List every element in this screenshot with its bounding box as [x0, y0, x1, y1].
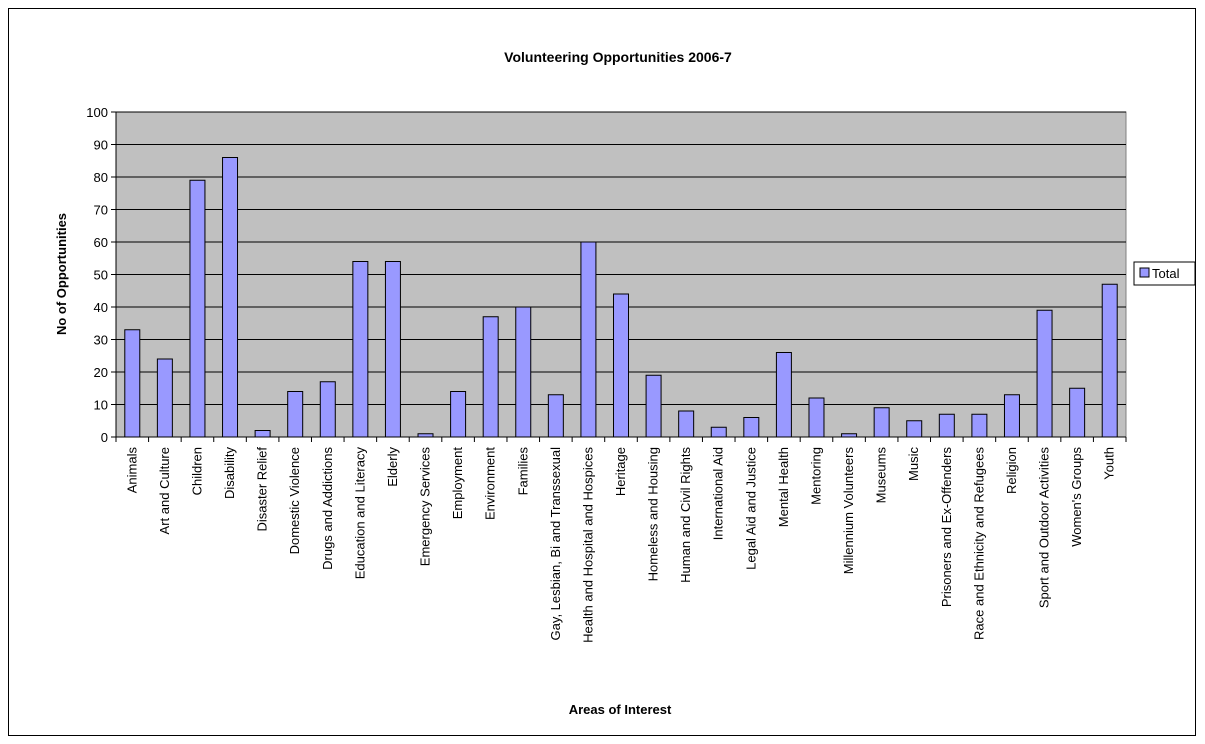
bar — [678, 410, 695, 438]
bar — [547, 394, 564, 438]
bar — [808, 397, 825, 438]
x-tick-label: Employment — [450, 447, 465, 520]
x-tick-label: Youth — [1102, 447, 1117, 480]
chart-title: Volunteering Opportunities 2006-7 — [504, 49, 732, 65]
bar — [189, 179, 206, 438]
y-tick-label: 30 — [94, 333, 108, 348]
y-tick-label: 80 — [94, 170, 108, 185]
bar — [124, 329, 141, 438]
y-tick-label: 60 — [94, 235, 108, 250]
x-tick-label: Women's Groups — [1069, 447, 1084, 547]
bar — [287, 391, 304, 438]
x-tick-label: Mentoring — [808, 447, 823, 505]
bar — [645, 374, 662, 438]
bar — [710, 426, 727, 438]
bar — [515, 306, 532, 438]
x-tick-label: Environment — [483, 447, 498, 520]
legend-swatch — [1139, 267, 1150, 278]
x-tick-label: Heritage — [613, 447, 628, 496]
y-tick-label: 0 — [101, 430, 108, 445]
x-tick-label: Emergency Services — [418, 447, 433, 567]
y-tick-label: 40 — [94, 300, 108, 315]
bar — [1003, 394, 1020, 438]
x-tick-label: Homeless and Housing — [646, 447, 661, 581]
legend: Total — [1133, 261, 1196, 286]
bar — [1036, 309, 1053, 438]
x-tick-label: Health and Hospital and Hospices — [580, 447, 595, 643]
bar — [352, 261, 369, 438]
bar — [1101, 283, 1118, 438]
bar — [971, 413, 988, 438]
bar — [938, 413, 955, 438]
x-tick-label: Art and Culture — [157, 447, 172, 534]
x-tick-label: Museums — [874, 447, 889, 504]
bar — [906, 420, 923, 438]
bar — [450, 391, 467, 438]
bar — [613, 293, 629, 438]
bar — [156, 358, 173, 438]
bar — [1069, 387, 1086, 438]
x-tick-label: Race and Ethnicity and Refugees — [971, 447, 986, 640]
x-tick-label: Legal Aid and Justice — [743, 447, 758, 570]
bar — [482, 316, 499, 438]
x-tick-label: Mental Health — [776, 447, 791, 527]
x-tick-label: Millennium Volunteers — [841, 447, 856, 575]
y-axis: 0 10 20 30 40 50 60 70 80 90 100 — [86, 105, 117, 445]
x-tick-label: Music — [906, 447, 921, 481]
x-tick-label: International Aid — [711, 447, 726, 540]
x-tick-label: Education and Literacy — [352, 447, 367, 580]
y-tick-label: 90 — [94, 138, 108, 153]
x-tick-label: Elderly — [385, 447, 400, 487]
y-tick-label: 20 — [94, 365, 108, 380]
x-tick-label: Domestic Violence — [287, 447, 302, 554]
bar — [254, 430, 271, 438]
x-tick-label: Disaster Relief — [255, 447, 270, 532]
bar — [222, 157, 239, 438]
x-tick-label: Gay, Lesbian, Bi and Transsexual — [548, 447, 563, 641]
x-tick-label: Prisoners and Ex-Offenders — [939, 447, 954, 608]
y-tick-label: 50 — [94, 268, 108, 283]
bar — [775, 352, 792, 438]
y-tick-label: 10 — [94, 398, 108, 413]
x-tick-label: Drugs and Addictions — [320, 447, 335, 570]
y-tick-label: 70 — [94, 203, 108, 218]
x-tick-label: Disability — [222, 447, 237, 500]
x-tick-label: Human and Civil Rights — [678, 447, 693, 583]
x-axis: Animals Art and Culture Children Disability… — [115, 436, 1127, 643]
x-tick-label: Sport and Outdoor Activities — [1037, 447, 1052, 609]
bars — [124, 157, 1118, 438]
legend-label: Total — [1152, 266, 1180, 281]
y-tick-label: 100 — [86, 105, 108, 120]
bar — [580, 241, 597, 438]
x-tick-label: Families — [515, 447, 530, 496]
x-tick-label: Religion — [1004, 447, 1019, 494]
x-tick-label: Animals — [124, 447, 139, 494]
y-axis-label: No of Opportunities — [54, 213, 69, 335]
bar — [384, 261, 401, 438]
x-tick-label: Children — [189, 447, 204, 495]
bar — [743, 417, 760, 438]
x-axis-label: Areas of Interest — [569, 702, 672, 717]
bar — [873, 407, 890, 438]
bar — [319, 381, 336, 438]
